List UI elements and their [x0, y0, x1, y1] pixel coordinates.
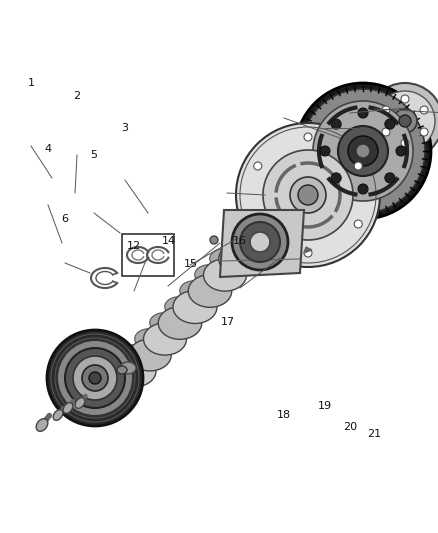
- Text: 16: 16: [233, 236, 247, 246]
- Ellipse shape: [298, 185, 318, 205]
- Ellipse shape: [250, 232, 270, 252]
- Ellipse shape: [240, 222, 280, 262]
- Bar: [122, 234, 174, 276]
- Text: 12: 12: [127, 241, 141, 251]
- Ellipse shape: [47, 330, 143, 426]
- Ellipse shape: [144, 323, 187, 355]
- Ellipse shape: [399, 115, 411, 127]
- Ellipse shape: [89, 372, 101, 384]
- Ellipse shape: [420, 106, 428, 114]
- Ellipse shape: [236, 123, 380, 267]
- Ellipse shape: [301, 89, 425, 213]
- Ellipse shape: [393, 109, 417, 133]
- Ellipse shape: [320, 146, 330, 156]
- Ellipse shape: [117, 366, 127, 374]
- Ellipse shape: [382, 106, 390, 114]
- Ellipse shape: [348, 136, 378, 166]
- Polygon shape: [304, 247, 312, 253]
- Text: 2: 2: [73, 91, 80, 101]
- Text: 4: 4: [45, 144, 52, 154]
- Ellipse shape: [129, 339, 171, 371]
- Ellipse shape: [375, 91, 435, 151]
- Text: 5: 5: [91, 150, 98, 159]
- Ellipse shape: [338, 126, 388, 176]
- Ellipse shape: [331, 119, 341, 129]
- Ellipse shape: [225, 233, 253, 253]
- Ellipse shape: [210, 249, 238, 269]
- Ellipse shape: [158, 306, 202, 340]
- Ellipse shape: [420, 128, 428, 136]
- Ellipse shape: [304, 249, 312, 257]
- Ellipse shape: [354, 162, 362, 170]
- Ellipse shape: [331, 173, 341, 183]
- Ellipse shape: [195, 265, 223, 285]
- Ellipse shape: [188, 274, 232, 308]
- Ellipse shape: [290, 177, 326, 213]
- Ellipse shape: [53, 410, 63, 421]
- Ellipse shape: [75, 398, 85, 408]
- Ellipse shape: [135, 329, 163, 349]
- Ellipse shape: [65, 348, 125, 408]
- Ellipse shape: [234, 227, 276, 259]
- Text: 18: 18: [277, 410, 291, 419]
- Text: 19: 19: [318, 401, 332, 411]
- Ellipse shape: [263, 150, 353, 240]
- Ellipse shape: [210, 236, 218, 244]
- Text: 20: 20: [343, 423, 357, 432]
- Ellipse shape: [382, 128, 390, 136]
- Ellipse shape: [180, 281, 208, 301]
- Ellipse shape: [63, 402, 73, 413]
- Text: 14: 14: [162, 236, 176, 246]
- Ellipse shape: [356, 144, 370, 158]
- Ellipse shape: [254, 162, 262, 170]
- Ellipse shape: [295, 83, 431, 219]
- Ellipse shape: [401, 139, 409, 147]
- Ellipse shape: [367, 83, 438, 159]
- Ellipse shape: [120, 345, 148, 365]
- Ellipse shape: [150, 313, 178, 333]
- Ellipse shape: [73, 356, 117, 400]
- Ellipse shape: [254, 220, 262, 228]
- Text: 21: 21: [367, 430, 381, 439]
- Ellipse shape: [120, 362, 136, 374]
- Ellipse shape: [204, 259, 247, 291]
- Text: 3: 3: [121, 123, 128, 133]
- Ellipse shape: [165, 297, 193, 317]
- Ellipse shape: [173, 290, 217, 324]
- Polygon shape: [220, 210, 304, 277]
- Ellipse shape: [114, 356, 156, 387]
- Ellipse shape: [358, 108, 368, 118]
- Ellipse shape: [313, 101, 413, 201]
- Ellipse shape: [82, 365, 108, 391]
- Ellipse shape: [358, 184, 368, 194]
- Ellipse shape: [354, 220, 362, 228]
- Ellipse shape: [57, 340, 133, 416]
- Ellipse shape: [385, 173, 395, 183]
- Text: 15: 15: [184, 259, 198, 269]
- Text: 6: 6: [61, 214, 68, 223]
- Ellipse shape: [396, 146, 406, 156]
- Text: 17: 17: [221, 318, 235, 327]
- Ellipse shape: [232, 214, 288, 270]
- Text: 1: 1: [28, 78, 35, 87]
- Ellipse shape: [36, 419, 48, 431]
- Ellipse shape: [304, 133, 312, 141]
- Ellipse shape: [385, 119, 395, 129]
- Ellipse shape: [219, 243, 261, 275]
- Ellipse shape: [401, 95, 409, 103]
